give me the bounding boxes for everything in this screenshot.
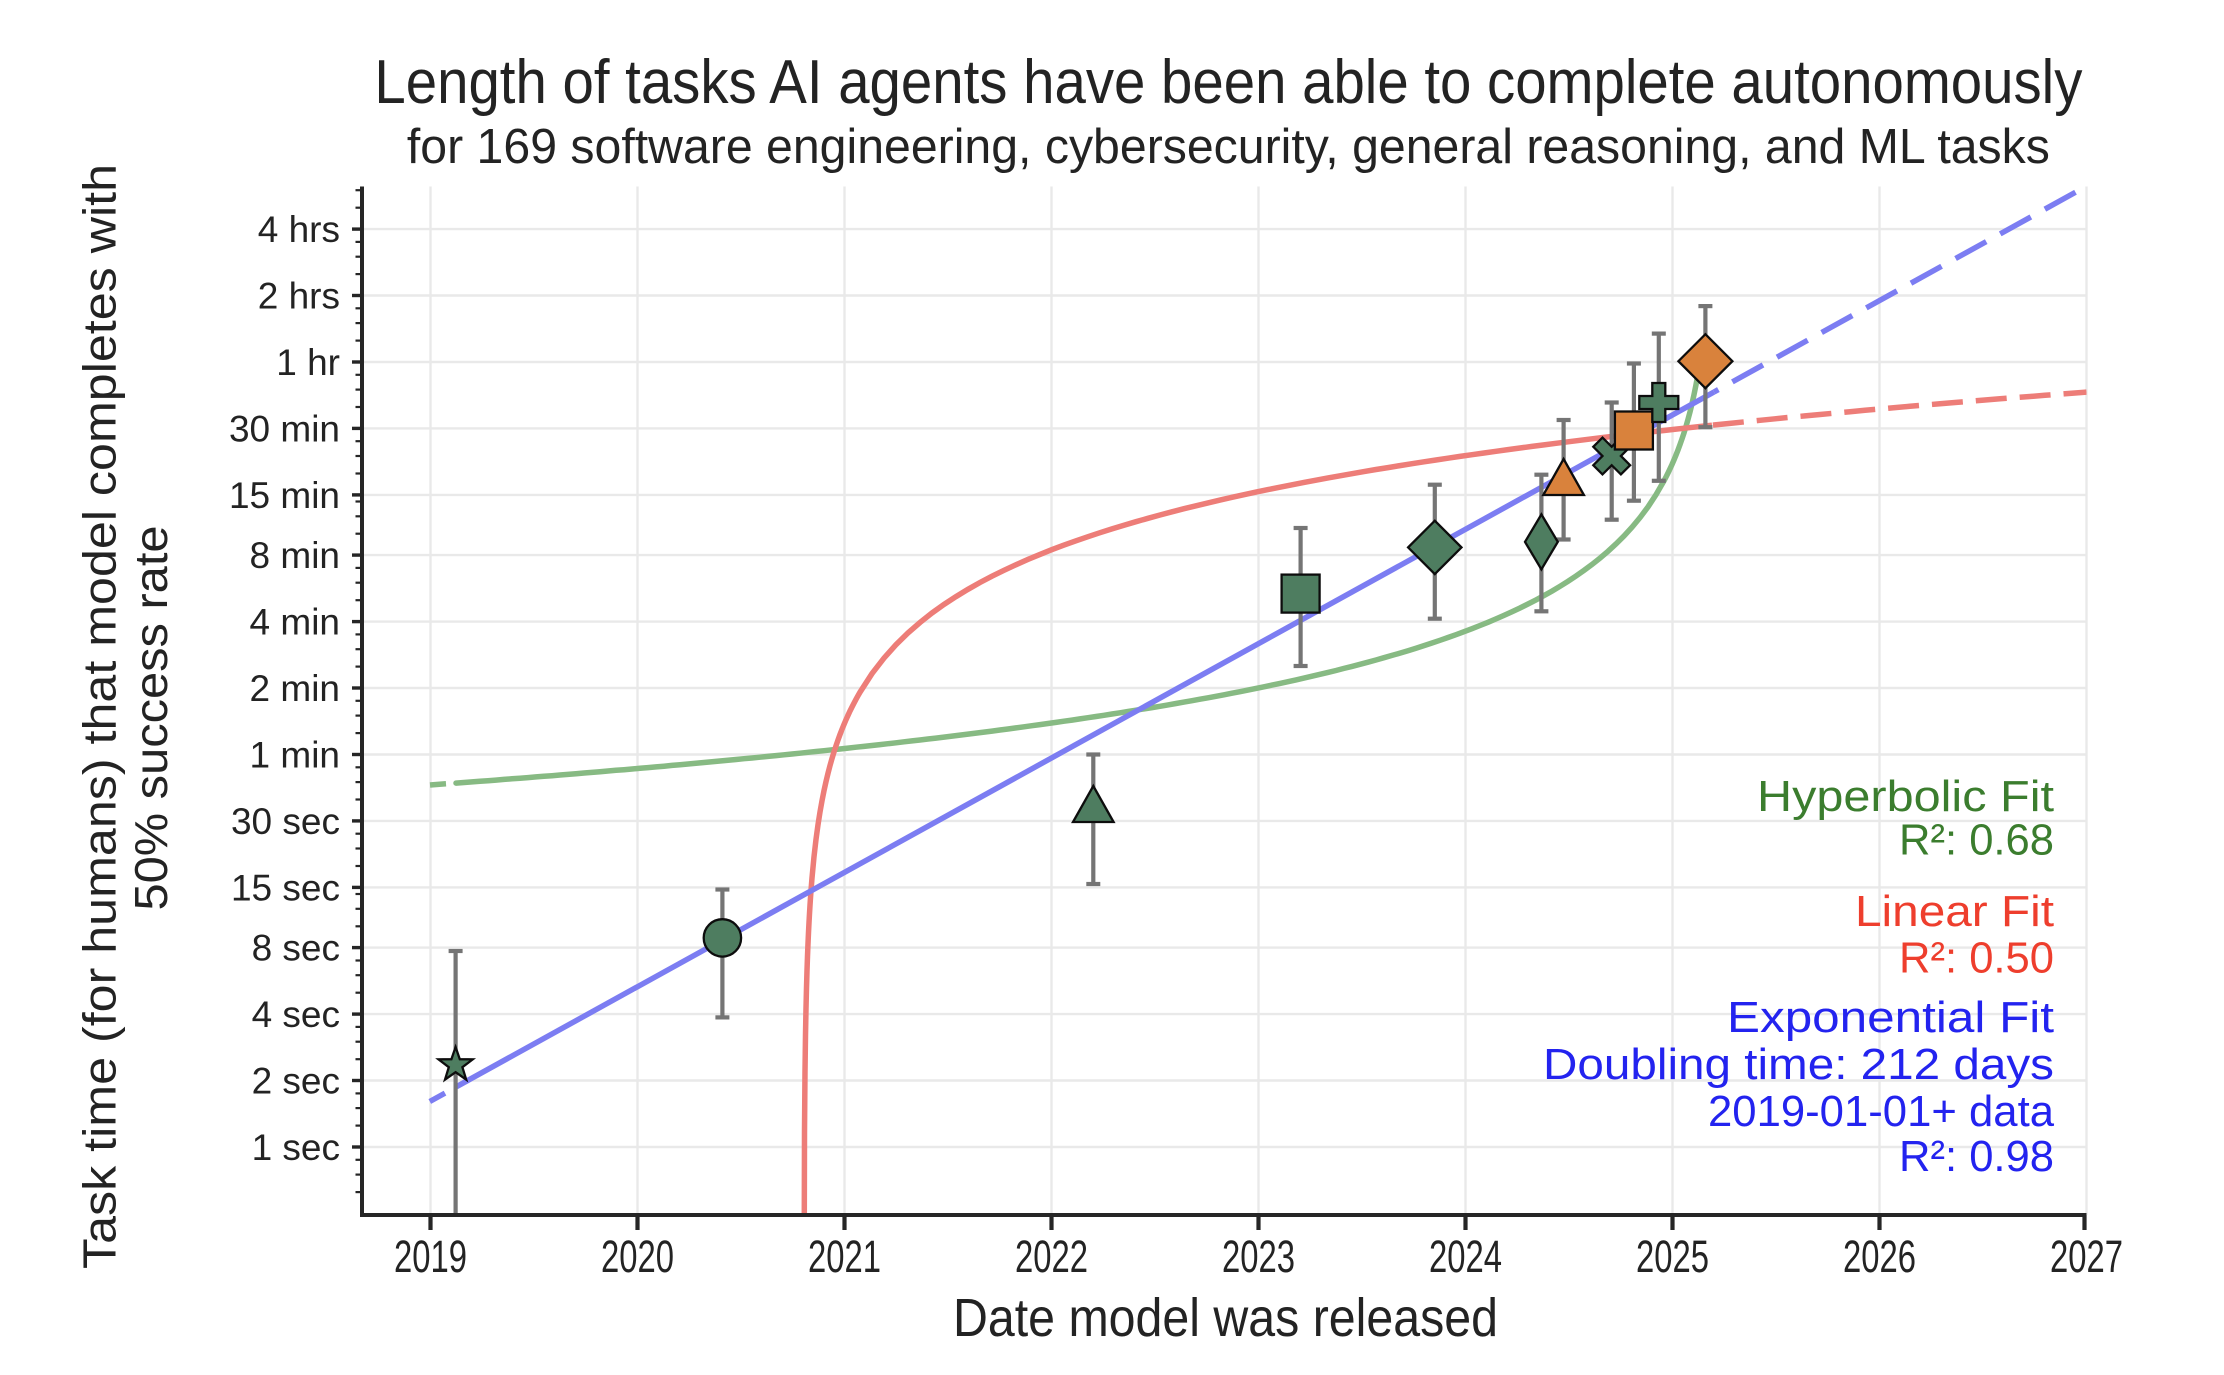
svg-text:15 sec: 15 sec — [231, 867, 340, 908]
svg-text:Linear Fit: Linear Fit — [1855, 887, 2054, 936]
svg-text:for 169 software engineering,: for 169 software engineering, cybersecur… — [407, 120, 2050, 174]
svg-text:2019-01-01+ data: 2019-01-01+ data — [1708, 1087, 2055, 1136]
svg-text:Length of tasks AI agents have: Length of tasks AI agents have been able… — [374, 48, 2082, 117]
svg-text:R²: 0.68: R²: 0.68 — [1899, 815, 2054, 864]
svg-text:50% success rate: 50% success rate — [125, 526, 177, 911]
svg-text:30 sec: 30 sec — [231, 801, 340, 842]
svg-text:2027: 2027 — [2050, 1231, 2123, 1282]
svg-text:2021: 2021 — [808, 1231, 881, 1282]
svg-text:2 sec: 2 sec — [252, 1061, 340, 1102]
svg-text:2022: 2022 — [1015, 1231, 1088, 1282]
svg-text:2025: 2025 — [1636, 1231, 1709, 1282]
svg-text:Task time (for humans) that mo: Task time (for humans) that model comple… — [74, 164, 126, 1269]
svg-text:R²: 0.98: R²: 0.98 — [1899, 1132, 2054, 1181]
svg-text:2024: 2024 — [1429, 1231, 1502, 1282]
svg-text:2026: 2026 — [1843, 1231, 1916, 1282]
svg-text:8 sec: 8 sec — [252, 928, 340, 969]
svg-text:2020: 2020 — [601, 1231, 674, 1282]
svg-text:4 min: 4 min — [250, 602, 340, 643]
svg-text:15 min: 15 min — [229, 475, 340, 516]
svg-text:Date model was released: Date model was released — [953, 1288, 1498, 1348]
svg-text:Hyperbolic Fit: Hyperbolic Fit — [1757, 772, 2054, 821]
svg-text:1 sec: 1 sec — [252, 1127, 340, 1168]
svg-text:4 hrs: 4 hrs — [258, 209, 340, 250]
svg-text:30 min: 30 min — [229, 408, 340, 449]
svg-text:2019: 2019 — [394, 1231, 467, 1282]
svg-text:Exponential Fit: Exponential Fit — [1727, 993, 2054, 1042]
svg-text:Doubling time: 212 days: Doubling time: 212 days — [1543, 1040, 2054, 1089]
svg-text:8 min: 8 min — [250, 535, 340, 576]
svg-text:2 hrs: 2 hrs — [258, 276, 340, 317]
svg-text:R²: 0.50: R²: 0.50 — [1899, 934, 2054, 983]
svg-text:1 min: 1 min — [250, 735, 340, 776]
svg-text:4 sec: 4 sec — [252, 994, 340, 1035]
svg-text:1 hr: 1 hr — [276, 342, 340, 383]
svg-text:2023: 2023 — [1222, 1231, 1295, 1282]
svg-text:2 min: 2 min — [250, 668, 340, 709]
